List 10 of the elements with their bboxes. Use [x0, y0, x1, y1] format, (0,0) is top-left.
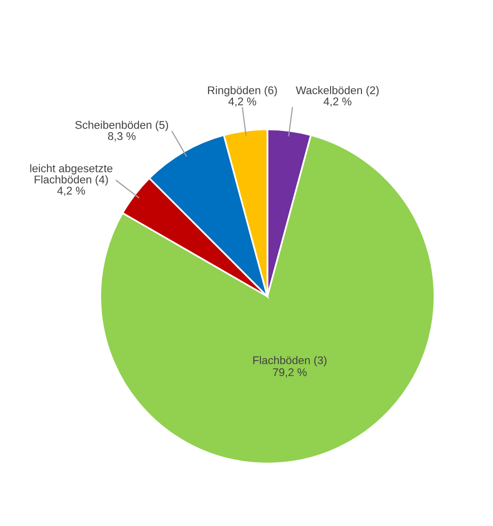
slice-label: Wackelböden (2) [296, 86, 379, 96]
data-label: 8,3 % [108, 132, 136, 142]
slice-label: Scheibenböden (5) [75, 120, 168, 132]
data-label: 4,2 % [324, 97, 352, 107]
slice-label: leicht abgesetzte Flachböden (4) [30, 164, 112, 186]
data-label: 4,2 % [57, 186, 86, 196]
slice-label: Ringböden (6) [208, 86, 277, 96]
slice-label: Flachböden (3) [253, 356, 326, 366]
data-label: 79,2 % [273, 368, 307, 378]
data-label: 4,2 % [228, 97, 256, 107]
